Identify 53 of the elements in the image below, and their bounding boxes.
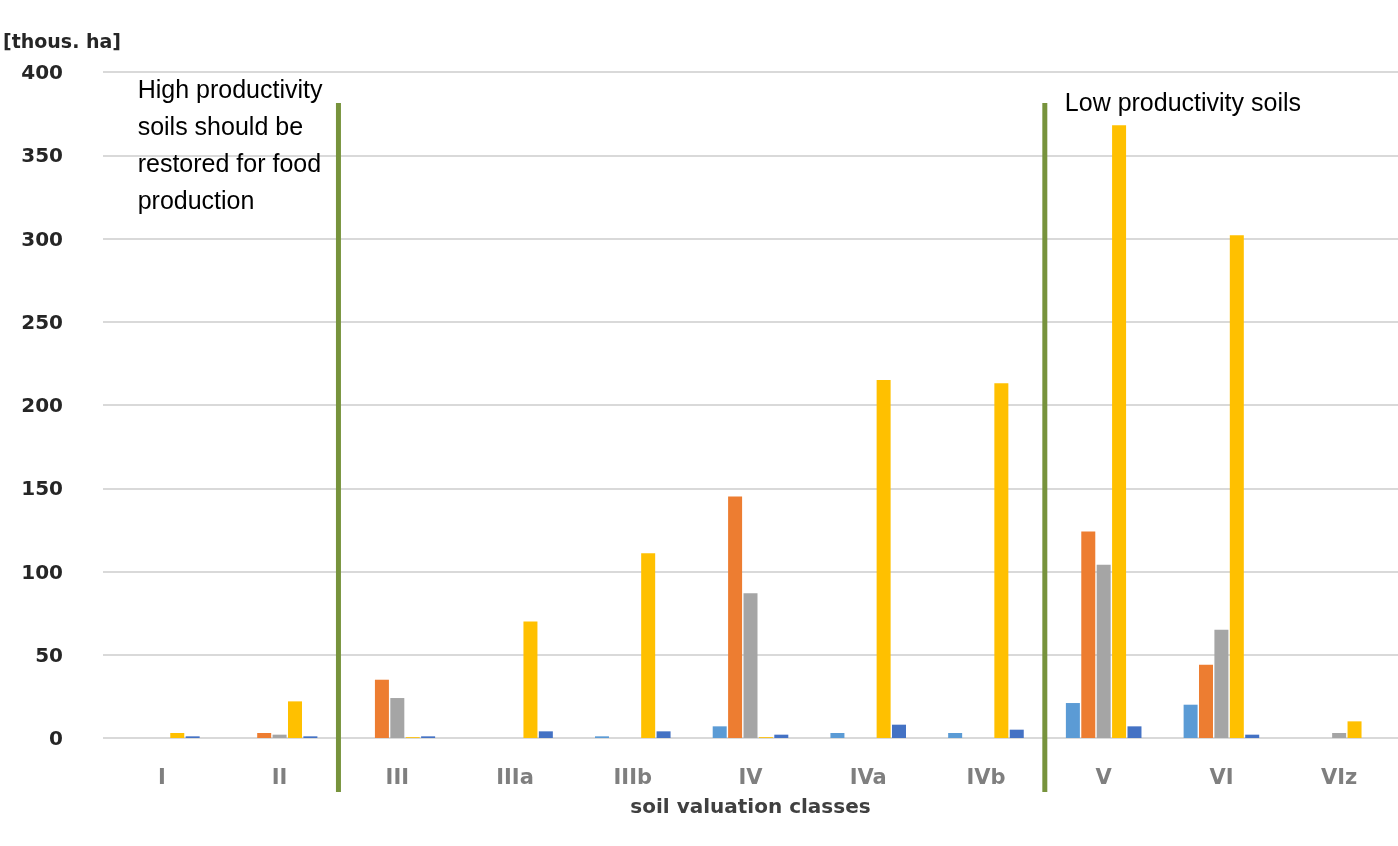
x-tick-label: III	[385, 764, 410, 789]
x-tick-label: IV	[738, 764, 764, 789]
x-tick-label: I	[157, 764, 166, 789]
x-tick-label: VIz	[1320, 764, 1358, 789]
bar	[1347, 721, 1362, 738]
x-tick-label: IVa	[849, 764, 887, 789]
bar	[1229, 235, 1244, 738]
bar	[728, 496, 743, 738]
bar	[1214, 629, 1229, 738]
bar	[1127, 726, 1142, 738]
bar	[287, 701, 302, 738]
x-tick-label: IIIb	[613, 764, 653, 789]
bar	[1065, 703, 1080, 738]
bar	[1096, 564, 1111, 738]
bar	[876, 380, 891, 738]
bar	[743, 593, 758, 738]
bar	[170, 733, 185, 738]
bar	[1112, 125, 1127, 738]
x-tick-label: V	[1095, 764, 1113, 789]
y-tick-label: 0	[49, 726, 63, 750]
x-tick-label: IIIa	[496, 764, 534, 789]
bar	[892, 724, 907, 738]
x-axis-title: soil valuation classes	[630, 794, 871, 818]
y-tick-label: 300	[21, 226, 63, 251]
bar	[948, 733, 963, 738]
x-tick-label: II	[271, 764, 288, 789]
bar	[994, 383, 1009, 738]
bar	[523, 621, 538, 738]
bar	[1183, 704, 1198, 738]
bar	[1199, 664, 1214, 738]
y-tick-label: 350	[21, 143, 63, 168]
bar	[712, 726, 727, 738]
bar	[830, 733, 845, 738]
x-tick-label: VI	[1209, 764, 1234, 789]
bar	[641, 553, 656, 738]
y-tick-label: 150	[21, 476, 63, 501]
bar	[257, 733, 272, 738]
y-tick-label: 100	[21, 559, 63, 584]
bar	[538, 731, 553, 738]
bar	[1009, 729, 1024, 738]
bar	[1332, 733, 1347, 738]
bar	[374, 679, 389, 738]
y-tick-label: 50	[35, 642, 63, 667]
y-tick-label: 400	[21, 60, 63, 84]
y-axis-title: [thous. ha]	[3, 29, 122, 52]
annotation: Low productivity soils	[1064, 87, 1302, 116]
bar	[1081, 531, 1096, 738]
y-tick-label: 200	[21, 393, 63, 417]
bar	[390, 698, 405, 738]
y-tick-label: 250	[21, 309, 63, 334]
bar	[656, 731, 671, 738]
annotation: High productivity soils should be restored for food production	[137, 74, 323, 214]
x-tick-label: IVb	[966, 764, 1006, 789]
